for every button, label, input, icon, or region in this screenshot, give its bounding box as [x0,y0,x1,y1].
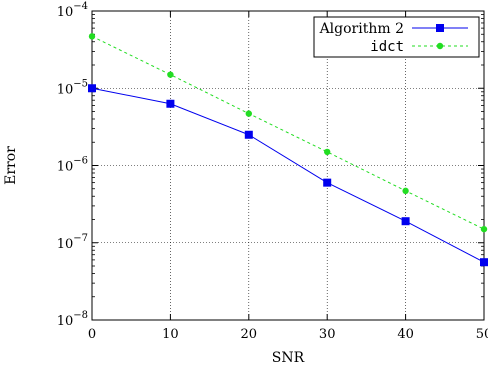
square-point [88,84,96,93]
ticks-layer: 10−810−710−610−510−401020304050 [57,1,488,342]
square-point [480,258,488,267]
circle-point [167,71,174,78]
y-tick-exponent: −7 [73,233,88,244]
y-tick-base: 10 [57,82,74,97]
series-2 [88,33,488,233]
y-tick-label: 10−4 [57,1,88,20]
y-tick-base: 10 [57,314,74,329]
y-tick-label: 10−8 [57,310,88,329]
circle-point [245,110,252,117]
series-layer [88,33,488,267]
y-tick-base: 10 [57,5,74,20]
circle-point [324,148,331,156]
legend-label: idct [370,39,404,55]
circle-point [88,33,96,40]
legend-label: Algorithm 2 [319,21,404,37]
square-point [166,99,175,108]
x-tick-label: 40 [397,327,414,342]
y-tick-base: 10 [57,160,74,175]
y-tick-exponent: −8 [73,310,88,321]
x-tick-label: 50 [476,327,488,342]
y-tick-label: 10−7 [57,233,88,252]
y-tick-exponent: −5 [73,78,88,89]
square-point [323,178,332,187]
y-axis-label: Error [3,146,19,185]
x-tick-label: 10 [162,327,179,342]
y-tick-label: 10−6 [57,156,88,175]
legend-marker [436,42,444,50]
y-tick-exponent: −4 [73,1,88,12]
x-tick-label: 0 [88,327,96,342]
square-point [401,217,410,226]
x-tick-label: 20 [241,327,258,342]
x-tick-label: 30 [319,327,336,342]
legend-marker [436,24,444,32]
series-1 [88,84,488,267]
legend-box [313,16,480,58]
y-tick-label: 10−5 [57,78,88,97]
circle-point [480,225,488,233]
square-point [244,130,253,139]
legend-entry: idct [370,39,468,55]
legend: Algorithm 2 idct [313,16,480,58]
legend-entry: Algorithm 2 [319,21,468,37]
circle-point [402,187,409,195]
series-line [91,87,485,263]
series-line [91,35,485,230]
y-tick-base: 10 [57,237,74,252]
y-tick-exponent: −6 [73,156,88,167]
x-axis-label: SNR [272,350,305,366]
grid-layer [92,11,484,320]
